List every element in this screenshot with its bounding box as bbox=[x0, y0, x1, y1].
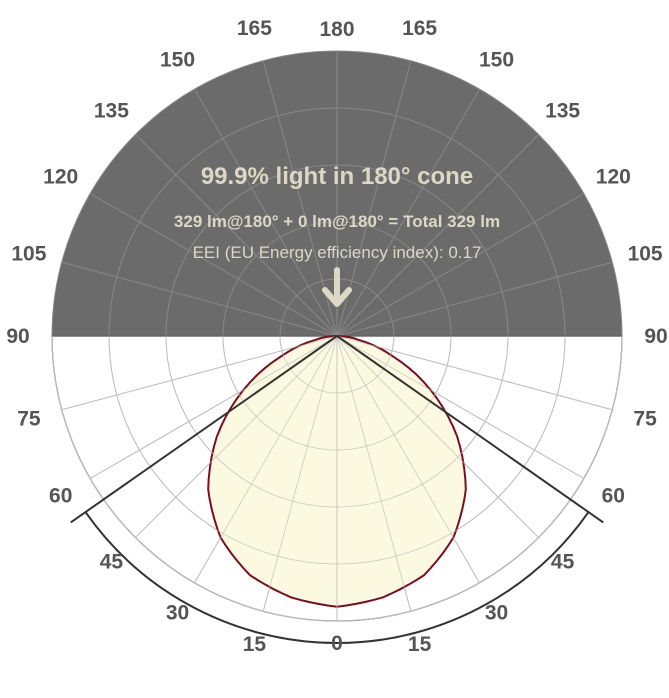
flux-summary: 329 lm@180° + 0 lm@180° = Total 329 lm bbox=[174, 212, 500, 231]
angle-tick-label: 90 bbox=[6, 325, 29, 348]
grid-spoke bbox=[89, 193, 338, 337]
grid-spoke-overlay bbox=[336, 335, 539, 538]
grid-ring-overlay bbox=[279, 335, 395, 394]
angle-tick-label: 60 bbox=[602, 485, 625, 508]
angle-tick-label: 75 bbox=[633, 408, 657, 431]
beam-edge-right bbox=[336, 335, 590, 513]
grid-spoke-overlay bbox=[336, 335, 585, 479]
angle-tick-label: 165 bbox=[402, 17, 437, 40]
eei-label: EEI (EU Energy efficiency index): 0.17 bbox=[193, 243, 482, 262]
angle-tick-label: 75 bbox=[17, 408, 41, 431]
beam-cap-left bbox=[70, 511, 87, 524]
arrow-down-icon bbox=[322, 267, 352, 307]
angle-tick-label: 180 bbox=[319, 18, 354, 41]
grid-ring-overlay bbox=[51, 335, 623, 622]
angle-tick-label: 120 bbox=[43, 166, 78, 189]
grid-spoke bbox=[336, 193, 585, 337]
grid-spoke-overlay bbox=[336, 335, 480, 584]
angle-tick-label: 150 bbox=[160, 49, 195, 72]
grid-spoke-overlay bbox=[336, 335, 412, 612]
grid-spoke-overlay bbox=[61, 335, 338, 411]
angle-tick-label: 105 bbox=[11, 242, 46, 265]
chart-title: 99.9% light in 180° cone bbox=[201, 163, 473, 190]
angle-tick-label: 15 bbox=[408, 633, 432, 656]
grid-spoke bbox=[61, 261, 338, 337]
grid-spoke-overlay bbox=[89, 335, 338, 479]
angle-tick-label: 105 bbox=[628, 242, 663, 265]
angle-tick-label: 45 bbox=[551, 551, 575, 574]
beam-cap-right bbox=[587, 511, 604, 524]
angle-tick-label: 135 bbox=[94, 99, 129, 122]
angle-tick-label: 45 bbox=[100, 551, 124, 574]
beam-edge-left bbox=[84, 335, 338, 513]
grid-spoke bbox=[336, 134, 539, 337]
grid-ring-overlay bbox=[108, 335, 566, 565]
grid-spoke-overlay bbox=[135, 335, 338, 538]
angle-tick-label: 15 bbox=[243, 633, 267, 656]
angle-tick-label: 135 bbox=[545, 99, 580, 122]
grid-spoke bbox=[336, 261, 613, 337]
angle-tick-label: 120 bbox=[596, 166, 631, 189]
grid-spoke bbox=[336, 88, 480, 337]
grid-spoke-overlay bbox=[336, 335, 613, 411]
angle-tick-label: 30 bbox=[485, 601, 508, 624]
grid-ring-overlay bbox=[165, 335, 509, 508]
grid-spoke bbox=[135, 134, 338, 337]
grid-spoke-overlay bbox=[194, 335, 338, 584]
grid-ring-overlay bbox=[222, 335, 452, 451]
beam-arc bbox=[84, 511, 590, 644]
grid-spoke bbox=[194, 88, 338, 337]
angle-tick-label: 0 bbox=[331, 632, 343, 655]
angle-tick-label: 165 bbox=[237, 17, 272, 40]
angle-tick-label: 60 bbox=[49, 485, 72, 508]
angle-tick-label: 30 bbox=[166, 601, 189, 624]
grid-spoke-overlay bbox=[262, 335, 338, 612]
angle-tick-label: 90 bbox=[644, 325, 667, 348]
angle-tick-label: 150 bbox=[479, 49, 514, 72]
